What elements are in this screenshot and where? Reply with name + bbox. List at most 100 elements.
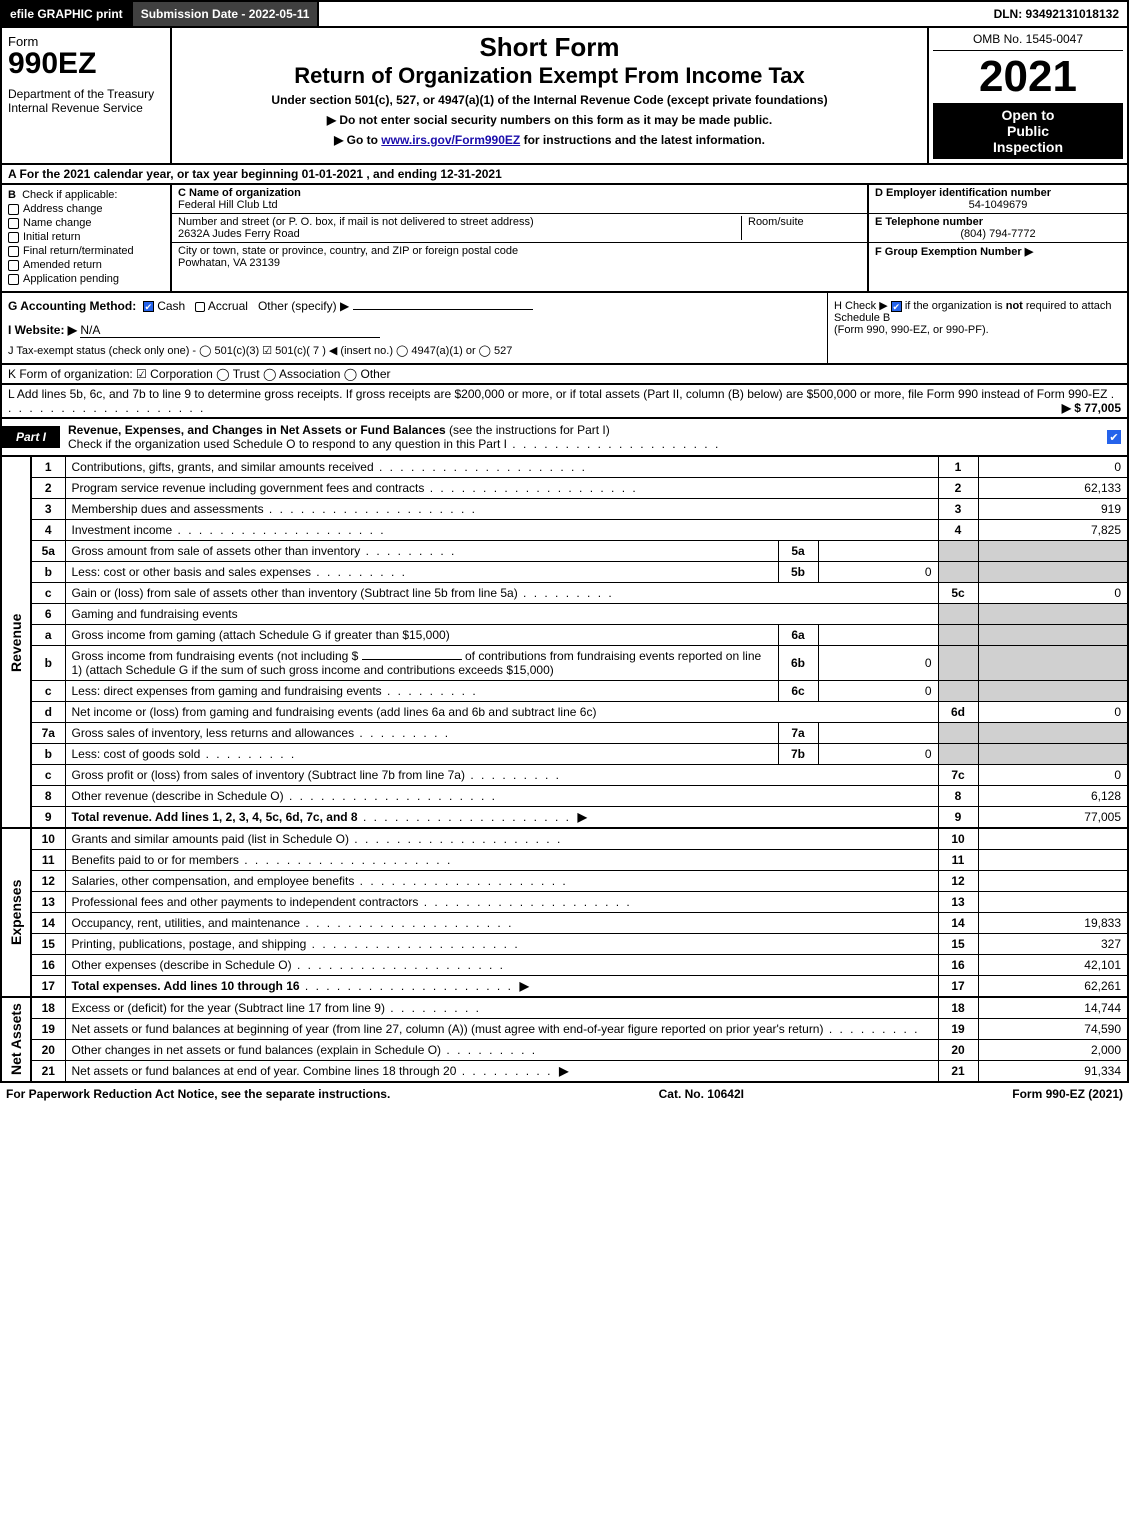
desc: Contributions, gifts, grants, and simila…	[65, 457, 938, 478]
table-row: Revenue 1 Contributions, gifts, grants, …	[1, 457, 1128, 478]
accrual-checkbox[interactable]	[195, 302, 205, 312]
city-value: Powhatan, VA 23139	[178, 257, 861, 269]
table-row: 21 Net assets or fund balances at end of…	[1, 1061, 1128, 1083]
lineno: 12	[31, 871, 65, 892]
line-g: G Accounting Method: ✔ Cash Accrual Othe…	[2, 293, 827, 363]
opt-amended[interactable]: Amended return	[8, 259, 164, 271]
table-row: 15 Printing, publications, postage, and …	[1, 934, 1128, 955]
desc: Membership dues and assessments	[65, 499, 938, 520]
other-label: Other (specify) ▶	[258, 299, 349, 313]
table-row: b Less: cost or other basis and sales ex…	[1, 562, 1128, 583]
dept-line2: Internal Revenue Service	[8, 101, 164, 115]
desc: Gross income from gaming (attach Schedul…	[65, 625, 778, 646]
subval: 0	[818, 681, 938, 702]
accrual-label: Accrual	[208, 299, 248, 313]
short-form-title: Short Form	[178, 32, 921, 63]
table-row: 4 Investment income 4 7,825	[1, 520, 1128, 541]
boxno-shade	[938, 562, 978, 583]
dept-line1: Department of the Treasury	[8, 87, 164, 101]
desc: Gaming and fundraising events	[65, 604, 938, 625]
lineno: 5a	[31, 541, 65, 562]
desc: Grants and similar amounts paid (list in…	[65, 828, 938, 850]
boxno: 7c	[938, 765, 978, 786]
table-row: c Less: direct expenses from gaming and …	[1, 681, 1128, 702]
amount: 2,000	[978, 1040, 1128, 1061]
fundraising-amount-input[interactable]	[362, 659, 462, 660]
omb-number: OMB No. 1545-0047	[933, 32, 1123, 51]
desc: Salaries, other compensation, and employ…	[65, 871, 938, 892]
lineno: 18	[31, 997, 65, 1019]
part-i-checkbox[interactable]: ✔	[1107, 430, 1121, 444]
lineno: 17	[31, 976, 65, 998]
open3: Inspection	[935, 139, 1121, 155]
cash-checkbox[interactable]: ✔	[143, 301, 154, 312]
part-i-tab: Part I	[2, 426, 60, 448]
topbar-spacer	[319, 2, 985, 26]
irs-link[interactable]: www.irs.gov/Form990EZ	[381, 133, 520, 147]
desc: Less: direct expenses from gaming and fu…	[65, 681, 778, 702]
lineno: 3	[31, 499, 65, 520]
h-checkbox[interactable]: ✔	[891, 301, 902, 312]
amount: 0	[978, 457, 1128, 478]
subval	[818, 625, 938, 646]
amount: 6,128	[978, 786, 1128, 807]
boxno: 18	[938, 997, 978, 1019]
table-row: d Net income or (loss) from gaming and f…	[1, 702, 1128, 723]
other-specify-input[interactable]	[353, 309, 533, 310]
boxno: 11	[938, 850, 978, 871]
boxno-shade	[938, 744, 978, 765]
boxno: 3	[938, 499, 978, 520]
amount: 62,261	[978, 976, 1128, 998]
boxno: 6d	[938, 702, 978, 723]
boxno-shade	[938, 681, 978, 702]
table-row: b Gross income from fundraising events (…	[1, 646, 1128, 681]
h-not: not	[1006, 300, 1023, 312]
amount: 42,101	[978, 955, 1128, 976]
opt-final-return[interactable]: Final return/terminated	[8, 245, 164, 257]
amount-shade	[978, 541, 1128, 562]
footer-center: Cat. No. 10642I	[659, 1087, 744, 1101]
opt-application-pending[interactable]: Application pending	[8, 273, 164, 285]
lineno: b	[31, 646, 65, 681]
h-text2: if the organization is	[905, 300, 1006, 312]
top-bar: efile GRAPHIC print Submission Date - 20…	[0, 0, 1129, 28]
dln-label: DLN: 93492131018132	[986, 2, 1127, 26]
table-row: 20 Other changes in net assets or fund b…	[1, 1040, 1128, 1061]
table-row: 7a Gross sales of inventory, less return…	[1, 723, 1128, 744]
tax-year: 2021	[933, 55, 1123, 99]
section-bcdef: B Check if applicable: Address change Na…	[0, 185, 1129, 293]
lineno: 20	[31, 1040, 65, 1061]
amount-shade	[978, 562, 1128, 583]
lineno: 11	[31, 850, 65, 871]
lineno: 1	[31, 457, 65, 478]
table-row: 16 Other expenses (describe in Schedule …	[1, 955, 1128, 976]
opt-name-change[interactable]: Name change	[8, 217, 164, 229]
boxno: 21	[938, 1061, 978, 1083]
lineno: 8	[31, 786, 65, 807]
gh-block: G Accounting Method: ✔ Cash Accrual Othe…	[0, 293, 1129, 365]
boxno: 17	[938, 976, 978, 998]
desc: Benefits paid to or for members	[65, 850, 938, 871]
table-row: 2 Program service revenue including gove…	[1, 478, 1128, 499]
section-def: D Employer identification number 54-1049…	[867, 185, 1127, 291]
opt-address-change[interactable]: Address change	[8, 203, 164, 215]
c-name-label: C Name of organization	[178, 187, 861, 199]
part-i-header: Part I Revenue, Expenses, and Changes in…	[0, 419, 1129, 457]
desc: Total revenue. Add lines 1, 2, 3, 4, 5c,…	[65, 807, 938, 829]
header-right: OMB No. 1545-0047 2021 Open to Public In…	[927, 28, 1127, 163]
amount-shade	[978, 646, 1128, 681]
efile-label[interactable]: efile GRAPHIC print	[2, 2, 133, 26]
table-row: 17 Total expenses. Add lines 10 through …	[1, 976, 1128, 998]
check-if: Check if applicable:	[22, 189, 117, 201]
vlabel-expenses: Expenses	[1, 828, 31, 997]
boxno: 1	[938, 457, 978, 478]
g-label: G Accounting Method:	[8, 299, 136, 313]
lineno: 13	[31, 892, 65, 913]
amount	[978, 850, 1128, 871]
amount: 19,833	[978, 913, 1128, 934]
lineno: b	[31, 562, 65, 583]
header-left: Form 990EZ Department of the Treasury In…	[2, 28, 172, 163]
form-number: 990EZ	[8, 49, 164, 79]
amount-shade	[978, 744, 1128, 765]
opt-initial-return[interactable]: Initial return	[8, 231, 164, 243]
